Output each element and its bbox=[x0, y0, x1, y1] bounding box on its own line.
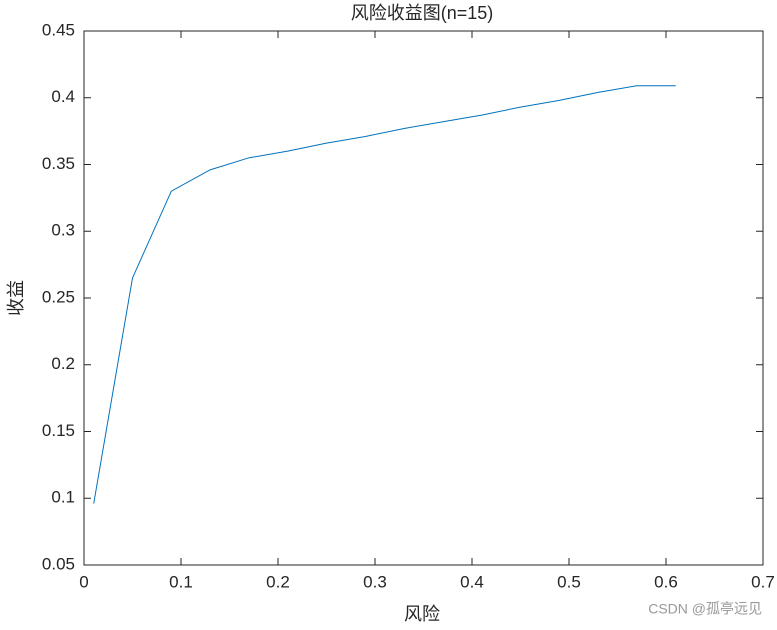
y-tick-label: 0.3 bbox=[51, 221, 75, 240]
y-tick-label: 0.45 bbox=[42, 20, 75, 39]
x-tick-label: 0.1 bbox=[169, 572, 193, 591]
x-tick-label: 0 bbox=[79, 572, 88, 591]
y-tick-label: 0.4 bbox=[51, 87, 75, 106]
y-tick-label: 0.2 bbox=[51, 354, 75, 373]
y-tick-label: 0.05 bbox=[42, 554, 75, 573]
x-tick-label: 0.3 bbox=[363, 572, 387, 591]
y-tick-label: 0.1 bbox=[51, 488, 75, 507]
y-tick-label: 0.15 bbox=[42, 421, 75, 440]
y-axis-label: 收益 bbox=[6, 280, 26, 316]
x-tick-label: 0.4 bbox=[460, 572, 484, 591]
x-tick-label: 0.2 bbox=[266, 572, 290, 591]
y-tick-label: 0.25 bbox=[42, 287, 75, 306]
line bbox=[93, 85, 676, 504]
x-tick-label: 0.5 bbox=[557, 572, 581, 591]
x-tick-label: 0.7 bbox=[751, 572, 775, 591]
chart-title: 风险收益图(n=15) bbox=[351, 3, 494, 23]
y-tick-label: 0.35 bbox=[42, 154, 75, 173]
watermark: CSDN @孤亭远见 bbox=[648, 601, 762, 617]
x-axis-label: 风险 bbox=[404, 604, 440, 624]
x-tick-label: 0.6 bbox=[654, 572, 678, 591]
